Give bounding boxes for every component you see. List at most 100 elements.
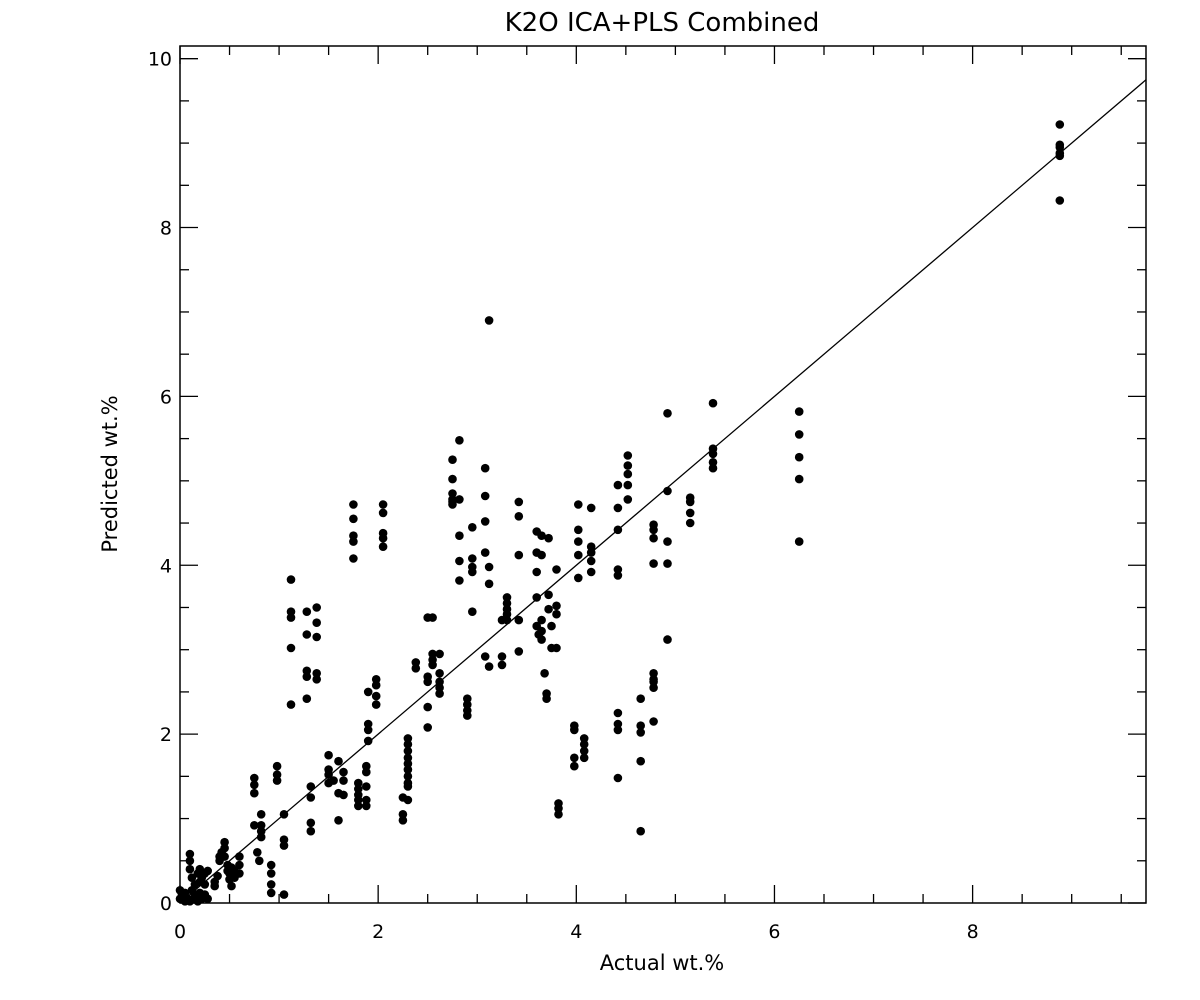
data-point [480, 517, 490, 526]
data-point [235, 860, 244, 870]
data-point [537, 626, 546, 636]
data-point [266, 888, 276, 898]
data-point [1055, 151, 1065, 161]
data-point [532, 593, 541, 602]
data-point [502, 599, 512, 608]
data-point [250, 773, 259, 783]
data-point [250, 780, 259, 790]
data-point [398, 816, 408, 825]
data-point [570, 753, 579, 763]
data-point [570, 761, 579, 771]
data-point [574, 573, 583, 583]
data-point [484, 662, 494, 671]
data-point [286, 575, 296, 584]
data-point [371, 700, 381, 709]
data-point [306, 818, 316, 828]
data-point [428, 649, 437, 659]
data-point [185, 856, 195, 866]
data-point [649, 683, 658, 692]
data-point [613, 571, 623, 580]
data-point [411, 664, 421, 673]
data-point [537, 635, 546, 644]
data-point [378, 533, 388, 543]
data-point [448, 500, 457, 509]
data-point [636, 826, 645, 836]
data-point [403, 740, 413, 749]
y-tick-label: 0 [160, 893, 172, 915]
data-point [362, 801, 371, 811]
axis-tick-labels: 0 2 4 6 8 0 2 4 6 8 10 [148, 49, 979, 943]
data-point [649, 677, 658, 687]
x-tick-label: 0 [174, 921, 186, 943]
data-point [256, 826, 266, 836]
data-point [235, 852, 244, 861]
data-point [586, 542, 596, 551]
data-point [794, 452, 804, 462]
data-point [403, 759, 413, 768]
data-point [497, 660, 507, 670]
data-point [363, 736, 373, 746]
data-point [266, 860, 276, 870]
data-point [586, 567, 596, 577]
data-point [448, 489, 457, 498]
data-point [272, 761, 282, 771]
data-point [685, 497, 695, 507]
data-point [794, 407, 804, 416]
data-point [349, 514, 358, 524]
data-point [537, 531, 546, 540]
data-point [235, 869, 244, 878]
data-point [435, 669, 444, 678]
data-point [623, 451, 633, 460]
data-point [403, 795, 413, 805]
data-point [403, 746, 413, 756]
data-point [349, 500, 358, 509]
data-point [708, 463, 718, 473]
data-point [403, 765, 413, 774]
data-point [455, 556, 464, 566]
data-point [324, 750, 333, 760]
data-point [579, 746, 589, 756]
data-point [613, 719, 623, 729]
data-point [497, 652, 507, 661]
data-point [1055, 196, 1065, 205]
data-point [187, 873, 197, 882]
data-point [544, 604, 553, 614]
identity-reference-line [179, 79, 1147, 904]
data-point [324, 770, 333, 779]
data-point [354, 784, 363, 794]
data-point [455, 576, 464, 585]
data-point [623, 480, 633, 490]
data-point [552, 643, 561, 653]
data-point [423, 677, 433, 687]
data-point [613, 565, 623, 574]
data-point [586, 548, 596, 557]
data-point [403, 772, 413, 781]
data-point [532, 567, 541, 577]
data-point [579, 734, 589, 743]
x-tick-label: 4 [570, 921, 582, 943]
data-point [306, 826, 316, 836]
data-point [613, 503, 623, 513]
data-point [286, 613, 296, 622]
data-point [266, 869, 276, 878]
data-point [185, 849, 195, 859]
data-point [554, 804, 563, 813]
data-point [540, 669, 549, 678]
data-point [312, 675, 322, 684]
data-point [636, 694, 645, 703]
data-point [371, 691, 381, 701]
data-point [468, 554, 477, 563]
data-point [537, 550, 546, 560]
data-point [586, 503, 596, 513]
data-point [254, 856, 264, 866]
data-point [542, 694, 551, 703]
data-point [613, 708, 623, 718]
data-point [463, 700, 472, 709]
data-point [339, 790, 348, 800]
data-point [378, 508, 388, 518]
data-point [502, 609, 512, 619]
data-point [306, 782, 316, 791]
data-point [203, 894, 212, 904]
data-point [623, 495, 633, 504]
